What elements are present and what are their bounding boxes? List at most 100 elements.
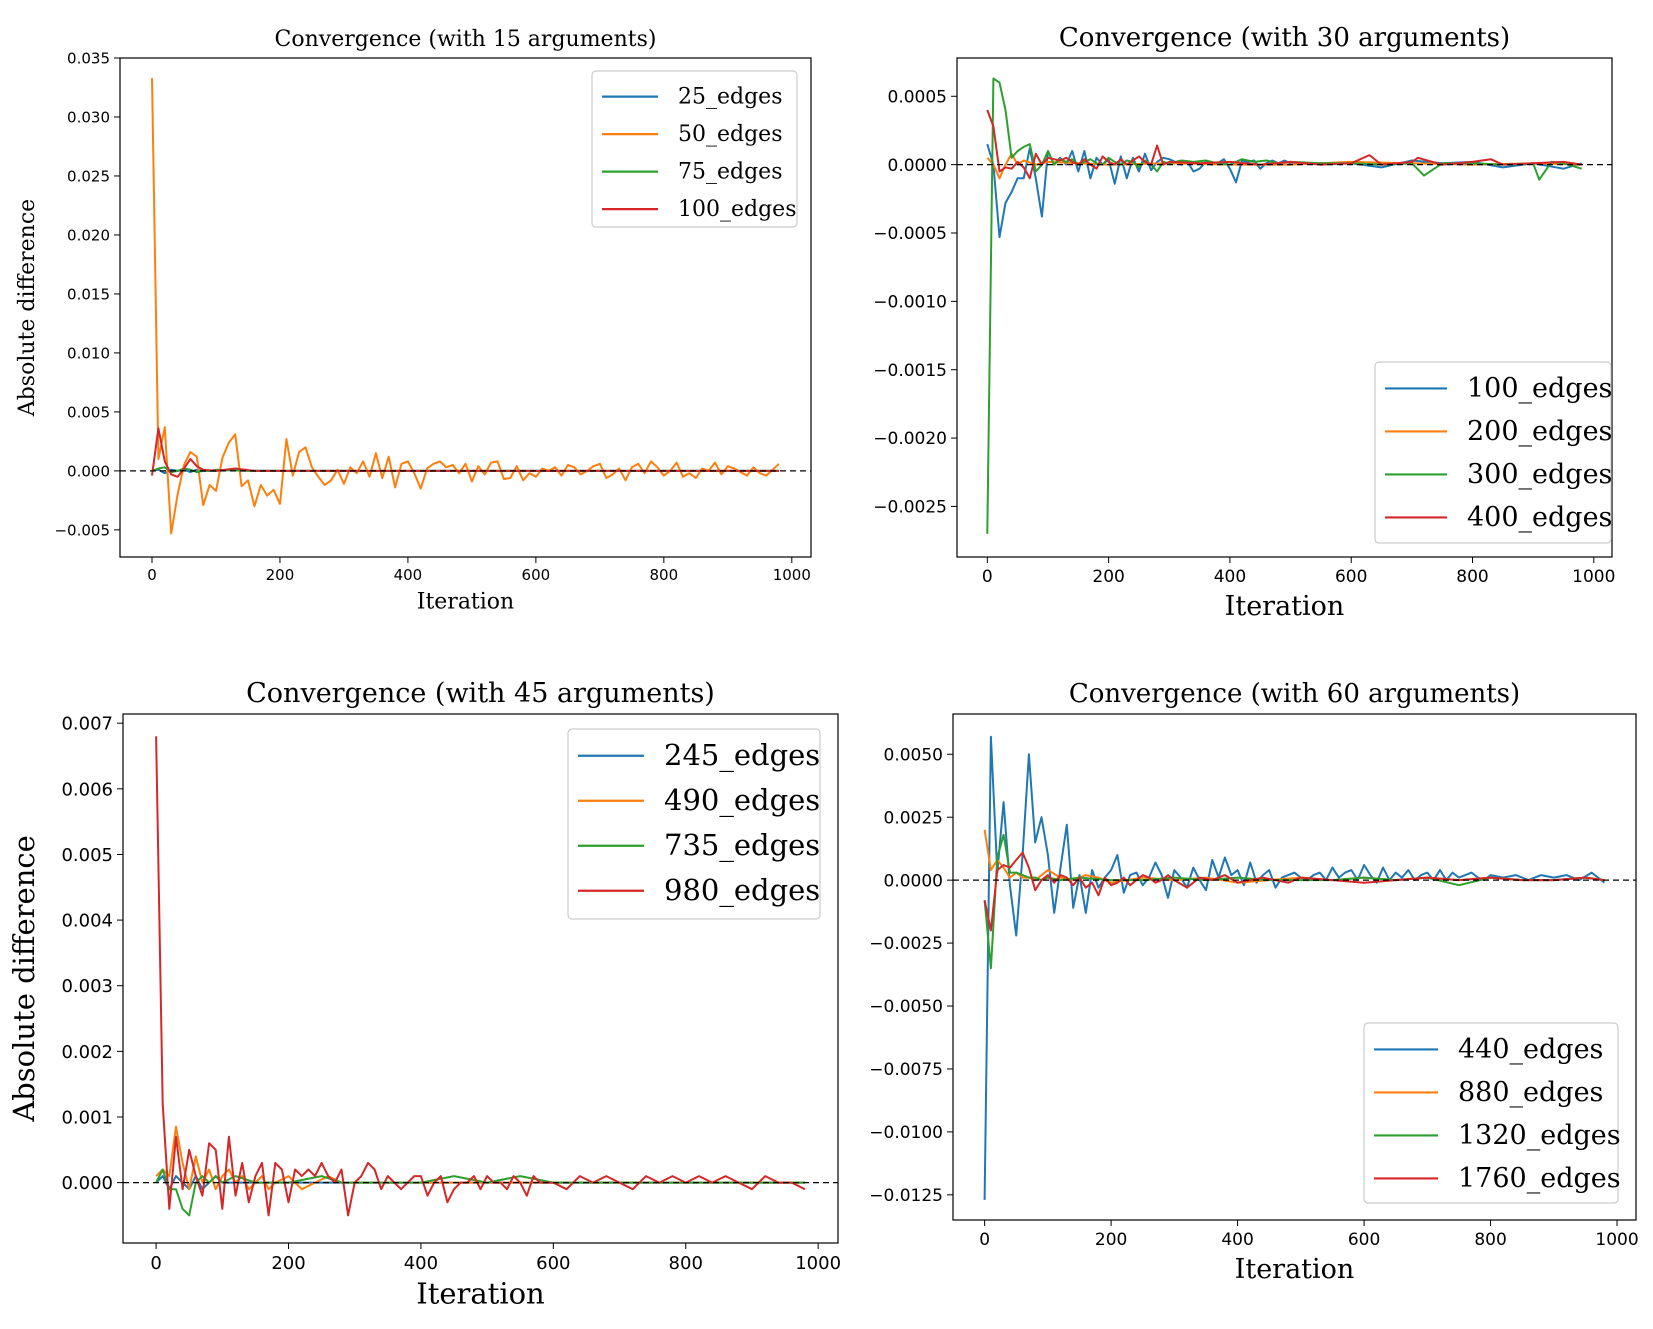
x-tick-label: 400 xyxy=(404,1253,438,1274)
series-line-735_edges xyxy=(155,1168,805,1217)
legend-box xyxy=(591,70,798,228)
legend-label: 100_edges xyxy=(1467,373,1612,404)
y-tick-label: −0.005 xyxy=(54,521,110,539)
y-tick-label: 0.007 xyxy=(61,714,113,735)
legend: 100_edges 200_edges 300_edges 400_edges xyxy=(1374,361,1612,544)
y-tick-label: −0.0075 xyxy=(869,1060,943,1080)
y-tick-label: −0.0010 xyxy=(873,292,947,312)
chart-title: Convergence (with 15 arguments) xyxy=(275,27,657,52)
legend-label: 75_edges xyxy=(678,160,783,185)
y-tick-label: 0.035 xyxy=(67,49,110,67)
series-line-1320_edges xyxy=(983,833,1605,970)
x-axis-label: Iteration xyxy=(417,590,514,615)
y-tick-label: 0.005 xyxy=(61,845,113,866)
y-tick-label: 0.015 xyxy=(67,285,110,303)
legend-label: 735_edges xyxy=(664,828,820,863)
y-tick-label: 0.0050 xyxy=(884,745,943,765)
x-tick-label: 800 xyxy=(650,566,679,584)
legend-box xyxy=(1363,1022,1619,1204)
legend-label: 980_edges xyxy=(664,873,820,908)
x-axis-label: Iteration xyxy=(1235,1254,1355,1285)
y-tick-label: 0.000 xyxy=(67,462,110,480)
legend-label: 490_edges xyxy=(664,783,820,818)
y-tick-label: −0.0020 xyxy=(873,429,947,449)
x-tick-label: 400 xyxy=(394,566,423,584)
x-tick-label: 1000 xyxy=(795,1253,841,1274)
series-line-880_edges xyxy=(983,829,1605,884)
x-tick-label: 600 xyxy=(522,566,551,584)
x-tick-label: 200 xyxy=(1095,1230,1127,1250)
y-tick-label: 0.002 xyxy=(61,1042,113,1063)
legend-label: 300_edges xyxy=(1467,459,1612,490)
x-tick-label: 800 xyxy=(1456,567,1488,587)
legend-label: 245_edges xyxy=(664,738,820,773)
legend-label: 1320_edges xyxy=(1458,1120,1621,1151)
y-tick-label: −0.0025 xyxy=(873,498,947,518)
y-tick-label: 0.001 xyxy=(61,1107,113,1128)
y-tick-label: 0.0000 xyxy=(888,156,947,176)
x-axis-label: Iteration xyxy=(416,1277,545,1311)
y-tick-label: 0.003 xyxy=(61,976,113,997)
y-tick-label: 0.025 xyxy=(67,167,110,185)
x-tick-label: 0 xyxy=(150,1253,161,1274)
x-tick-label: 600 xyxy=(1348,1230,1380,1250)
y-tick-label: −0.0050 xyxy=(869,997,943,1017)
legend: 245_edges 490_edges 735_edges 980_edges xyxy=(567,728,821,920)
legend-label: 200_edges xyxy=(1467,416,1612,447)
legend-label: 25_edges xyxy=(678,85,783,110)
x-tick-label: 200 xyxy=(1092,567,1124,587)
y-tick-label: −0.0015 xyxy=(873,361,947,381)
legend-label: 400_edges xyxy=(1467,502,1612,533)
series-line-100_edges xyxy=(151,427,779,478)
series-group xyxy=(986,77,1582,534)
y-tick-label: 0.004 xyxy=(61,911,113,932)
legend-label: 880_edges xyxy=(1458,1077,1603,1108)
x-axis-label: Iteration xyxy=(1225,591,1345,622)
x-tick-label: 400 xyxy=(1214,567,1246,587)
x-tick-label: 600 xyxy=(1335,567,1367,587)
x-tick-label: 1000 xyxy=(773,566,811,584)
legend: 440_edges 880_edges 1320_edges 1760_edges xyxy=(1363,1022,1621,1204)
panel-2: Convergence (with 30 arguments) 0 200 400 60… xyxy=(873,23,1615,622)
y-tick-label: 0.005 xyxy=(67,403,110,421)
legend: 25_edges 50_edges 75_edges 100_edges xyxy=(591,70,798,228)
series-line-980_edges xyxy=(155,736,806,1217)
y-tick-label: 0.010 xyxy=(67,344,110,362)
panel-1: Convergence (with 15 arguments) 0 200 400 60… xyxy=(15,27,812,615)
series-line-50_edges xyxy=(151,78,780,535)
y-axis-label: Absolute difference xyxy=(15,199,40,417)
chart-title: Convergence (with 45 arguments) xyxy=(246,678,715,709)
chart-title: Convergence (with 60 arguments) xyxy=(1069,679,1520,709)
y-tick-label: 0.020 xyxy=(67,226,110,244)
x-tick-label: 600 xyxy=(536,1253,570,1274)
series-line-100_edges xyxy=(986,143,1582,239)
chart-title: Convergence (with 30 arguments) xyxy=(1059,23,1510,53)
legend-label: 50_edges xyxy=(678,122,783,147)
panel-3: Convergence (with 45 arguments) 0 200 400 60… xyxy=(7,678,841,1311)
x-tick-label: 800 xyxy=(669,1253,703,1274)
x-tick-label: 0 xyxy=(982,567,993,587)
y-tick-label: −0.0100 xyxy=(869,1123,943,1143)
y-tick-label: 0.0005 xyxy=(888,87,947,107)
y-tick-label: 0.006 xyxy=(61,779,113,800)
legend-box xyxy=(1374,361,1612,544)
y-tick-label: 0.0025 xyxy=(884,808,943,828)
x-tick-label: 800 xyxy=(1474,1230,1506,1250)
x-tick-label: 1000 xyxy=(1595,1230,1638,1250)
series-line-400_edges xyxy=(986,109,1582,180)
y-tick-label: 0.030 xyxy=(67,108,110,126)
series-line-1760_edges xyxy=(983,851,1605,932)
axes-frame xyxy=(119,57,812,558)
legend-box xyxy=(567,728,821,920)
x-tick-label: 200 xyxy=(266,566,295,584)
legend-label: 440_edges xyxy=(1458,1034,1603,1065)
axes-frame xyxy=(956,57,1613,558)
legend-label: 1760_edges xyxy=(1458,1163,1621,1194)
x-tick-label: 1000 xyxy=(1572,567,1615,587)
y-axis-label: Absolute difference xyxy=(7,835,41,1123)
axes-frame xyxy=(122,713,839,1244)
y-tick-label: −0.0125 xyxy=(869,1186,943,1206)
legend-label: 100_edges xyxy=(678,197,797,222)
x-tick-label: 200 xyxy=(271,1253,305,1274)
